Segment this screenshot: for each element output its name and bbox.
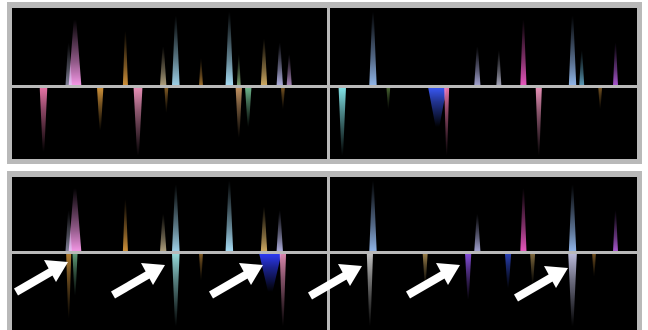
light-streak	[122, 31, 128, 85]
light-streak	[386, 88, 391, 110]
light-streak	[236, 54, 241, 85]
light-streak	[520, 188, 527, 251]
light-streak	[68, 19, 82, 85]
light-streak	[97, 88, 104, 131]
light-streak	[465, 254, 472, 300]
light-streak	[225, 11, 234, 85]
light-streak	[276, 42, 283, 85]
arrow-icon	[208, 263, 263, 299]
streak-canvas	[66, 254, 287, 327]
light-streak	[199, 58, 203, 85]
light-streak	[504, 254, 512, 289]
light-streak	[172, 184, 180, 251]
light-streak	[598, 88, 603, 110]
top-left-quadrant	[12, 177, 327, 251]
light-streak	[133, 88, 143, 156]
light-streak	[66, 254, 72, 319]
arrow-icon	[513, 266, 568, 302]
bottom-right-quadrant	[330, 254, 637, 330]
light-streak	[68, 188, 82, 251]
light-streak	[613, 42, 618, 85]
top-right-quadrant	[330, 8, 637, 85]
streak-canvas	[369, 11, 618, 85]
light-streak	[160, 214, 167, 251]
bottom-right-quadrant	[330, 88, 637, 159]
light-streak	[281, 88, 285, 110]
light-streak	[160, 46, 167, 85]
streak-canvas	[65, 11, 292, 85]
light-streak	[164, 88, 169, 113]
light-streak	[259, 254, 282, 292]
light-streak	[225, 180, 234, 251]
light-streak	[260, 38, 268, 85]
light-streak	[422, 254, 428, 285]
top-left-quadrant	[12, 8, 327, 85]
light-streak	[474, 214, 481, 251]
arrow-icon	[405, 263, 460, 299]
light-streak	[65, 42, 72, 85]
streak-canvas	[65, 180, 283, 251]
light-streak	[530, 254, 536, 285]
light-streak	[366, 254, 373, 327]
top-panel	[7, 2, 642, 164]
light-streak	[369, 11, 377, 85]
light-streak	[279, 254, 287, 327]
light-streak	[172, 15, 180, 85]
light-streak	[65, 210, 72, 251]
light-streak	[592, 254, 596, 277]
top-right-quadrant	[330, 177, 637, 251]
light-streak	[172, 254, 180, 327]
light-streak	[474, 46, 481, 85]
streak-canvas	[338, 88, 603, 156]
light-streak	[245, 88, 252, 128]
arrow-icon	[13, 260, 68, 296]
light-streak	[520, 19, 527, 85]
light-streak	[428, 88, 447, 128]
light-streak	[535, 88, 542, 156]
light-streak	[39, 88, 48, 152]
light-streak	[72, 254, 78, 296]
arrow-icon	[110, 263, 165, 299]
streak-canvas	[39, 88, 285, 156]
light-streak	[286, 54, 292, 85]
light-streak	[260, 206, 268, 251]
streak-canvas	[366, 254, 596, 327]
light-streak	[568, 184, 577, 251]
light-streak	[369, 180, 377, 251]
light-streak	[568, 15, 577, 85]
light-streak	[199, 254, 203, 281]
light-streak	[613, 210, 618, 251]
light-streak	[579, 50, 585, 85]
streak-canvas	[369, 180, 618, 251]
arrow-icon	[307, 264, 362, 300]
light-streak	[568, 254, 577, 327]
light-streak	[338, 88, 346, 156]
light-streak	[276, 210, 283, 251]
light-streak	[496, 50, 502, 85]
light-streak	[235, 88, 242, 138]
bottom-left-quadrant	[12, 88, 327, 159]
light-streak	[122, 199, 128, 251]
light-streak	[444, 88, 450, 156]
